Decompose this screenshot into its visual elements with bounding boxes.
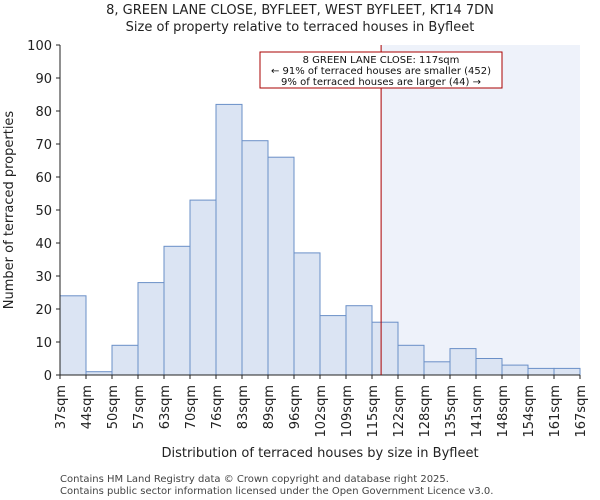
x-tick-label: 161sqm <box>548 385 563 438</box>
x-tick-label: 115sqm <box>366 385 381 438</box>
bar-96sqm <box>293 252 321 376</box>
bar-115sqm <box>371 321 399 376</box>
x-tick-label: 148sqm <box>496 385 511 438</box>
bar-37sqm <box>59 295 87 376</box>
bar-70sqm <box>189 199 217 376</box>
x-tick-label: 122sqm <box>392 385 407 438</box>
bar-148sqm <box>501 364 529 376</box>
bar-63sqm <box>163 245 191 376</box>
x-axis-label: Distribution of terraced houses by size … <box>161 446 478 461</box>
x-tick-label: 102sqm <box>314 385 329 438</box>
bar-128sqm <box>423 361 451 376</box>
x-tick-label: 167sqm <box>574 385 589 438</box>
bar-83sqm <box>241 140 269 376</box>
x-tick-label: 141sqm <box>470 385 485 438</box>
y-tick-label: 0 <box>44 369 52 384</box>
larger-properties-highlight <box>381 45 580 375</box>
x-tick-label: 83sqm <box>236 385 251 429</box>
x-tick-label: 96sqm <box>288 385 303 429</box>
x-tick-label: 154sqm <box>522 385 537 438</box>
y-tick-label: 30 <box>35 270 52 285</box>
bar-141sqm <box>475 358 503 376</box>
footer-line2: Contains public sector information licen… <box>60 486 493 497</box>
bar-154sqm <box>527 367 555 376</box>
x-tick-label: 109sqm <box>340 385 355 438</box>
annotation-larger: 9% of terraced houses are larger (44) → <box>281 77 481 88</box>
y-tick-label: 50 <box>35 204 52 219</box>
bar-76sqm <box>215 103 243 376</box>
footer-line1: Contains HM Land Registry data © Crown c… <box>60 474 449 485</box>
x-tick-label: 89sqm <box>262 385 277 429</box>
x-tick-label: 128sqm <box>418 385 433 438</box>
y-tick-label: 100 <box>27 39 52 54</box>
bar-135sqm <box>449 348 477 376</box>
bar-109sqm <box>345 305 373 376</box>
y-tick-label: 40 <box>35 237 52 252</box>
x-tick-label: 135sqm <box>444 385 459 438</box>
bar-161sqm <box>553 367 581 376</box>
y-tick-label: 80 <box>35 105 52 120</box>
bar-89sqm <box>267 156 295 376</box>
bar-122sqm <box>397 344 425 376</box>
annotation-box <box>259 51 503 89</box>
bar-57sqm <box>137 282 165 376</box>
x-tick-label: 37sqm <box>54 385 69 429</box>
y-axis-label: Number of terraced properties <box>2 111 17 310</box>
x-tick-label: 57sqm <box>132 385 147 429</box>
chart-title-line2: Size of property relative to terraced ho… <box>126 20 475 35</box>
x-tick-label: 50sqm <box>106 385 121 429</box>
x-tick-label: 76sqm <box>210 385 225 429</box>
y-tick-label: 60 <box>35 171 52 186</box>
bar-102sqm <box>319 315 347 376</box>
x-tick-label: 63sqm <box>158 385 173 429</box>
y-tick-label: 70 <box>35 138 52 153</box>
annotation-title: 8 GREEN LANE CLOSE: 117sqm <box>303 55 460 66</box>
y-tick-label: 90 <box>35 72 52 87</box>
chart-title-line1: 8, GREEN LANE CLOSE, BYFLEET, WEST BYFLE… <box>106 3 494 18</box>
x-tick-label: 70sqm <box>184 385 199 429</box>
y-tick-label: 10 <box>35 336 52 351</box>
y-tick-label: 20 <box>35 303 52 318</box>
x-tick-label: 44sqm <box>80 385 95 429</box>
annotation-smaller: ← 91% of terraced houses are smaller (45… <box>271 66 491 77</box>
bar-50sqm <box>111 344 139 376</box>
